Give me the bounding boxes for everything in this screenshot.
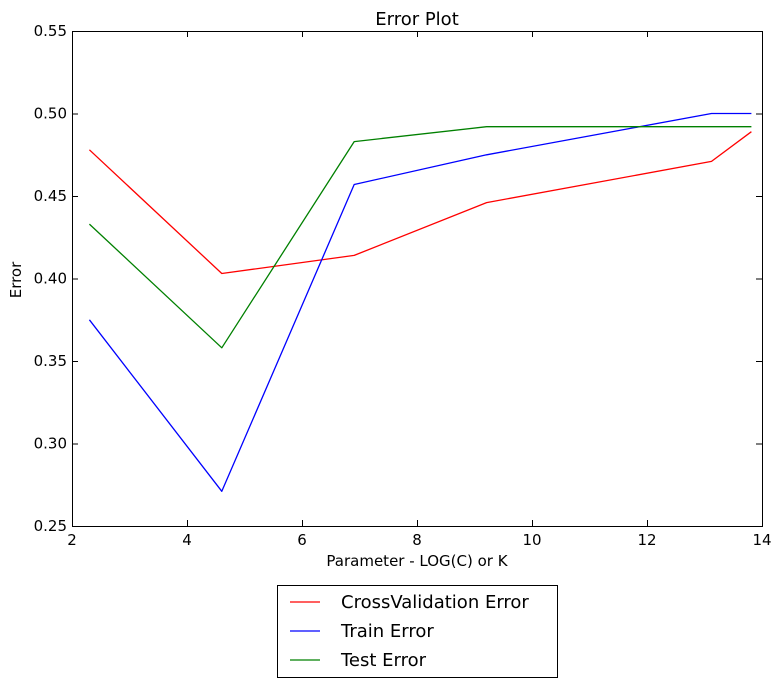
y-tick-label: 0.50	[34, 105, 67, 123]
legend-label-2: Train Error	[340, 621, 434, 642]
plot-area: 2 4 6 8 10 12 14 0.25 0.30 0.35 0.40 0.45 0.50 0.55	[34, 22, 772, 549]
y-tick-label: 0.45	[34, 187, 67, 205]
y-tick-label: 0.25	[34, 517, 67, 535]
y-axis-label: Error	[7, 261, 25, 298]
y-tick-label: 0.35	[34, 352, 67, 370]
x-tick-label: 4	[182, 531, 192, 549]
legend-label-1: CrossValidation Error	[341, 592, 529, 613]
x-tick-label: 8	[412, 531, 422, 549]
series-line-1	[88, 131, 752, 275]
y-tick-label: 0.30	[34, 435, 67, 453]
legend-label-3: Test Error	[340, 650, 427, 671]
x-tick-label: 6	[297, 531, 307, 549]
series-line-2	[88, 112, 752, 492]
legend-box	[277, 585, 558, 678]
series-line-3	[88, 126, 752, 349]
x-tick-label: 10	[522, 531, 541, 549]
legend: CrossValidation Error Train Error Test Err…	[277, 585, 558, 678]
y-tick-label: 0.55	[34, 22, 67, 40]
y-tick-label: 0.40	[34, 270, 67, 288]
x-tick-label: 12	[637, 531, 656, 549]
x-axis-label: Parameter - LOG(C) or K	[326, 552, 508, 570]
x-tick-label: 2	[67, 531, 77, 549]
x-tick-label: 14	[752, 531, 771, 549]
chart-title: Error Plot	[375, 9, 459, 30]
